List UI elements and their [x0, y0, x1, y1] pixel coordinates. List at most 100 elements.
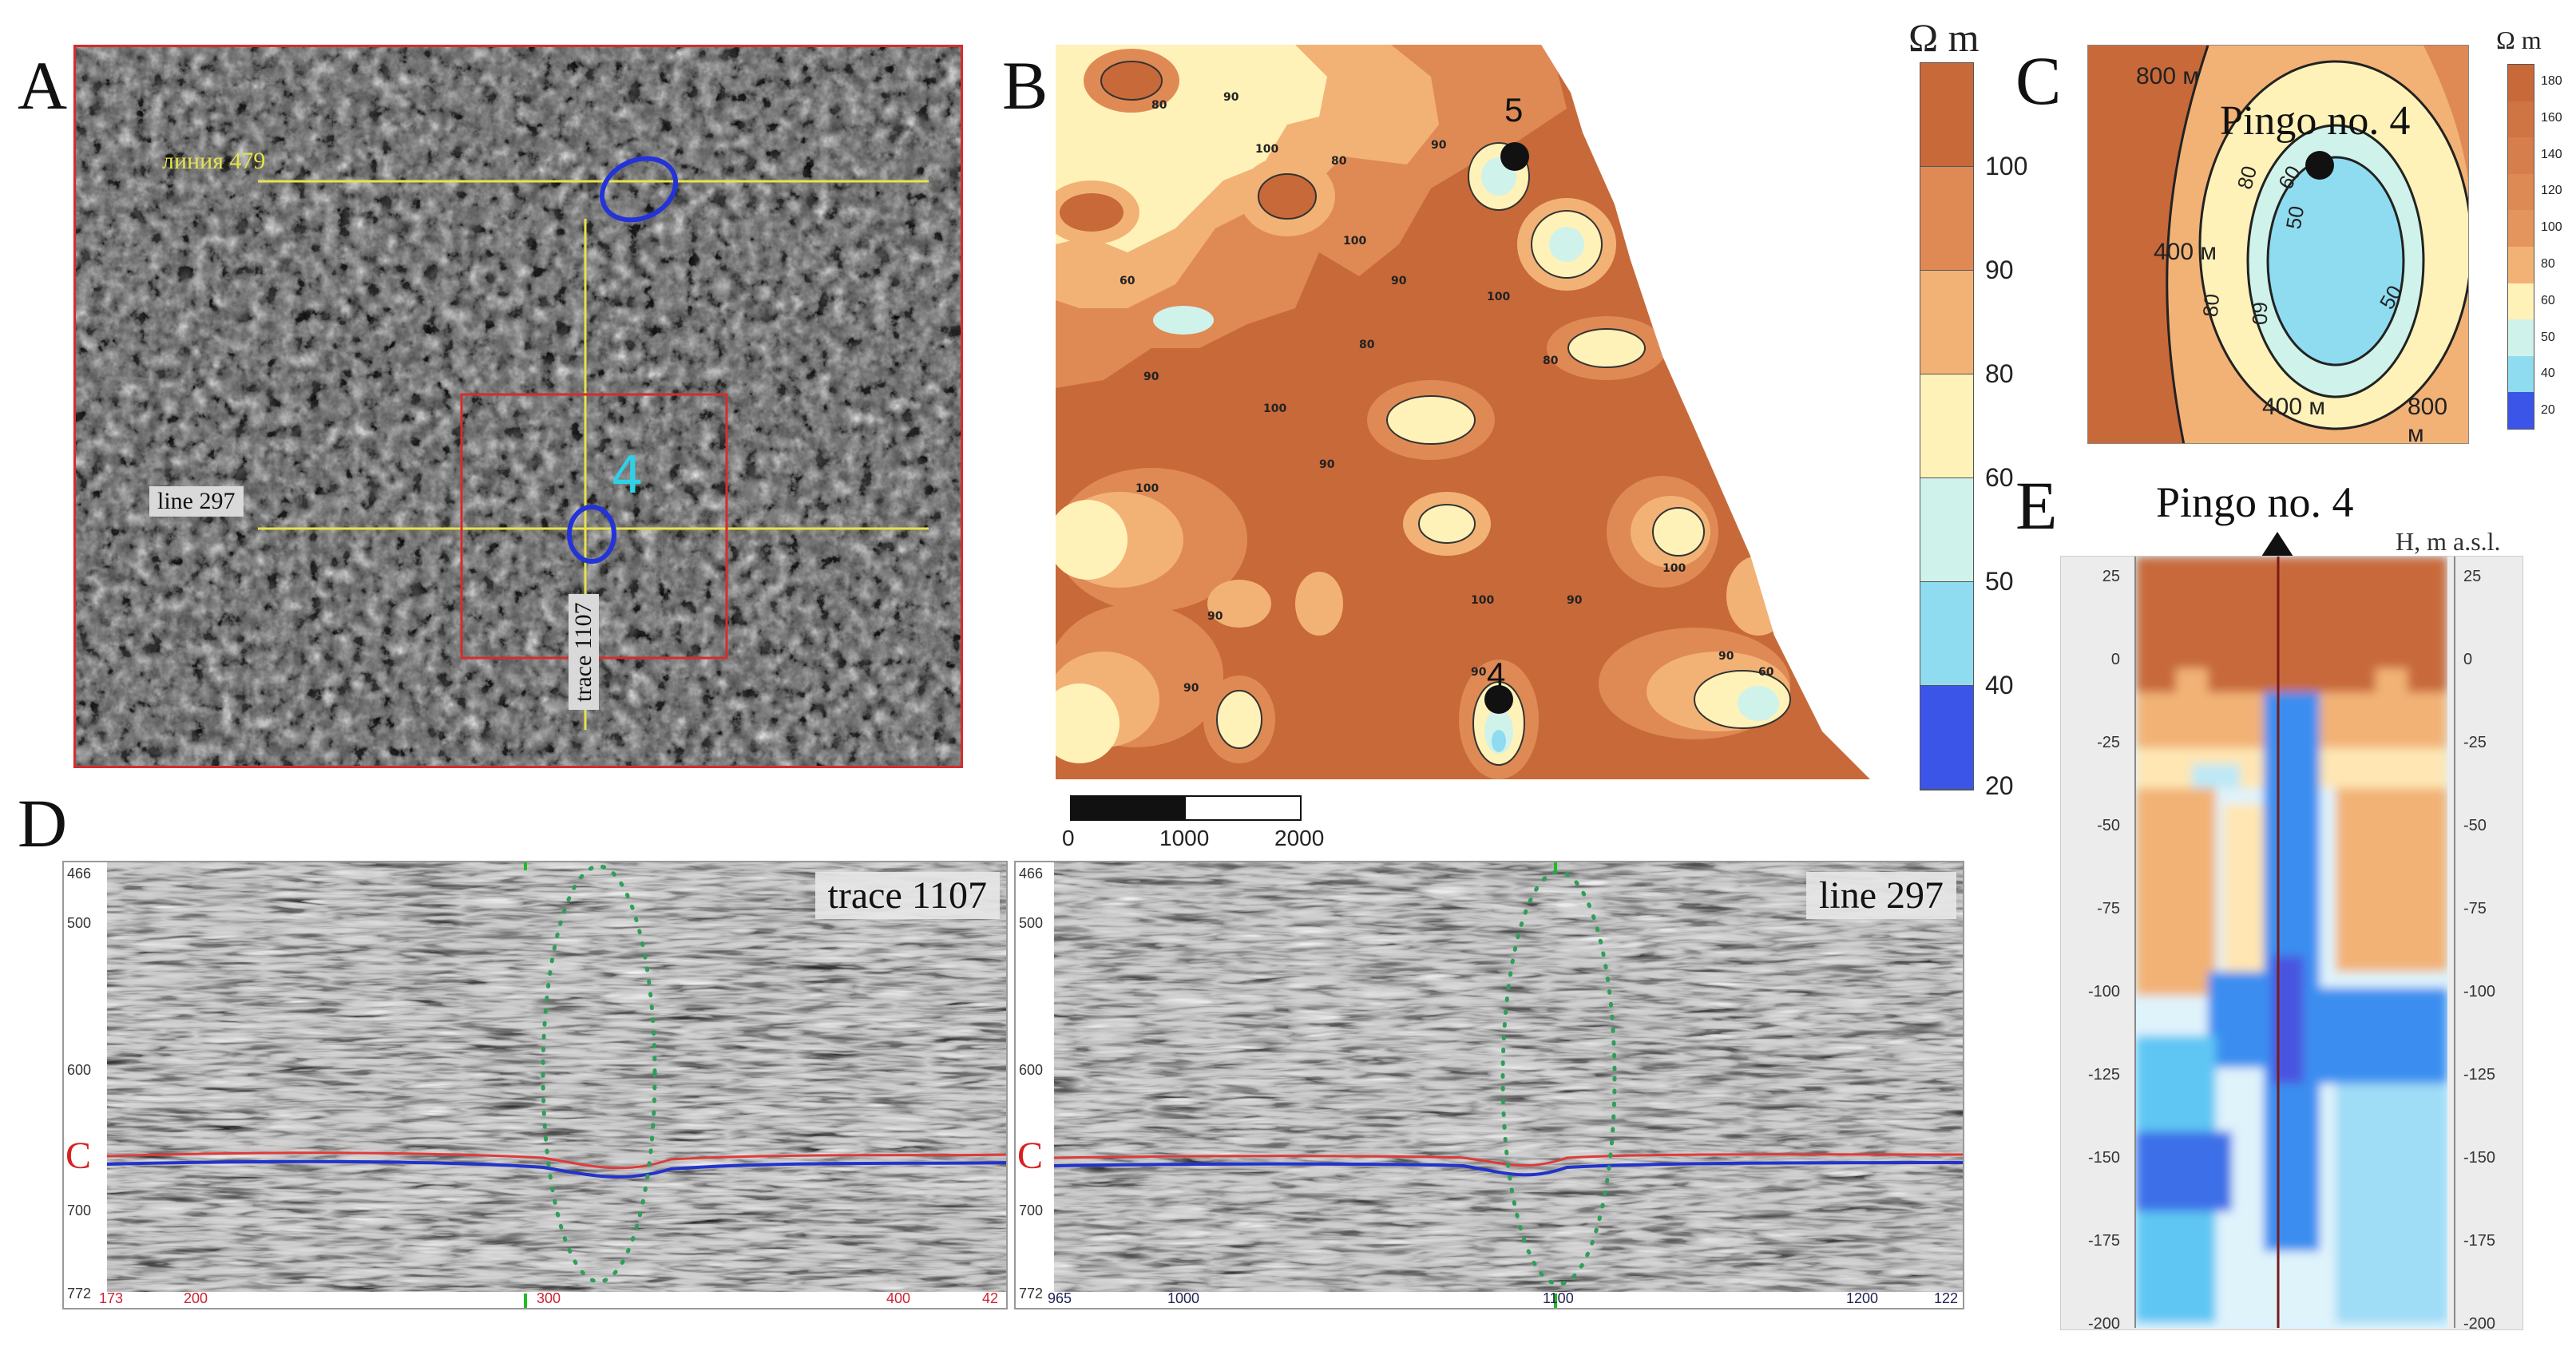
cb-c-segment: [2508, 173, 2534, 211]
horizon-c-label-right: C: [1017, 1135, 1044, 1177]
panel-a-satellite-image: линия 479 line 297 4 trace 1107: [73, 45, 963, 768]
e-tick-left: -100: [2087, 983, 2120, 1000]
c-axis-400: 400 м: [2262, 394, 2326, 420]
svg-text:90: 90: [1718, 650, 1734, 663]
line-479-label: линия 479: [162, 148, 266, 174]
panel-e-section: [2136, 557, 2447, 1328]
panel-c-contour-map: 800 м 400 м 80 60 50 50 60 80 400 м 800 …: [2087, 45, 2469, 444]
cb-c-tick: 120: [2541, 184, 2562, 198]
cb-b-segment: [1920, 167, 1973, 271]
svg-text:90: 90: [1319, 458, 1335, 471]
left-x-400: 400: [886, 1290, 911, 1306]
svg-text:100: 100: [1255, 143, 1278, 156]
right-y-500: 500: [1019, 915, 1044, 931]
pingo-5-label: 5: [1504, 91, 1524, 129]
cb-b-tick-50: 50: [1985, 567, 2014, 596]
cb-c-segment: [2508, 392, 2534, 429]
svg-text:100: 100: [1263, 402, 1286, 415]
panel-a-label: A: [18, 47, 68, 124]
cb-b-tick-100: 100: [1985, 152, 2028, 180]
cb-c-tick: 180: [2541, 73, 2562, 88]
cb-c-tick: 40: [2541, 366, 2555, 381]
cb-c-segment: [2508, 65, 2534, 101]
scale-bar: [1070, 795, 1302, 821]
pingo-4-label: 4: [1487, 656, 1506, 693]
cb-b-segment: [1920, 63, 1973, 167]
svg-text:90: 90: [1431, 139, 1447, 152]
e-tick-right: -75: [2463, 900, 2487, 917]
e-tick-right: -50: [2463, 817, 2487, 834]
horizon-blue-line-left: [106, 1159, 1006, 1179]
left-x-200: 200: [184, 1290, 208, 1306]
e-tick-left: -25: [2097, 734, 2120, 751]
right-y-466: 466: [1019, 866, 1044, 882]
svg-text:80: 80: [1543, 355, 1559, 367]
panel-e-left-axis: [2134, 557, 2136, 1328]
cb-b-tick-90: 90: [1985, 256, 2014, 284]
left-y-700: 700: [67, 1202, 92, 1218]
e-tick-left: -175: [2087, 1232, 2120, 1250]
svg-text:90: 90: [1471, 666, 1487, 679]
horizon-red-line-right: [1053, 1153, 1963, 1167]
svg-text:80: 80: [1151, 99, 1167, 112]
seismic-left-title: trace 1107: [814, 872, 1000, 919]
left-y-772: 772: [67, 1286, 92, 1302]
svg-text:90: 90: [1183, 682, 1199, 695]
svg-text:100: 100: [1471, 594, 1494, 607]
cb-c-segment: [2508, 210, 2534, 247]
left-x-42: 42: [982, 1290, 999, 1306]
cb-c-tick: 100: [2541, 220, 2562, 235]
cb-b-tick-40: 40: [1985, 671, 2014, 699]
horizon-c-label-left: C: [65, 1135, 92, 1177]
left-x-300: 300: [537, 1290, 561, 1306]
left-y-466: 466: [67, 866, 92, 882]
pingo-4-ellipse: [567, 505, 616, 564]
cb-c-tick: 60: [2541, 293, 2555, 307]
pingo-4-dot-c: [2305, 151, 2334, 180]
svg-text:90: 90: [1207, 610, 1223, 623]
right-x-1100: 1100: [1543, 1290, 1574, 1306]
panel-b-colorbar: [1920, 62, 1974, 790]
right-x-965: 965: [1048, 1290, 1072, 1306]
cb-c-tick: 50: [2541, 330, 2555, 344]
cb-c-segment: [2508, 319, 2534, 356]
cb-c-segment: [2508, 283, 2534, 320]
panel-c-label: C: [2015, 42, 2062, 119]
left-y-500: 500: [67, 915, 92, 931]
panel-e-section-frame: 25 25 0 0 -25 -25 -50 -50 -75 -75 -100 -100 -125 -125…: [2060, 556, 2523, 1333]
c-contour-800: 800 м: [2136, 63, 2200, 89]
panel-d-label: D: [18, 785, 68, 862]
e-tick-right: 25: [2463, 568, 2482, 585]
svg-text:90: 90: [1223, 91, 1239, 104]
svg-text:60: 60: [1758, 666, 1774, 679]
c-axis-800: 800 м: [2408, 394, 2448, 444]
e-tick-left: 0: [2110, 651, 2120, 668]
right-y-600: 600: [1019, 1062, 1044, 1078]
e-tick-left: 25: [2102, 568, 2120, 585]
cb-c-tick: 140: [2541, 147, 2562, 161]
panel-c-colorbar: [2507, 64, 2534, 430]
cb-c-tick: 20: [2541, 403, 2555, 418]
svg-text:90: 90: [1567, 594, 1583, 607]
svg-text:80: 80: [1331, 155, 1347, 168]
scale-bar-filled: [1072, 797, 1186, 819]
right-y-772: 772: [1019, 1286, 1044, 1302]
pingo-4-marker: 4: [611, 446, 644, 505]
panel-b-label: B: [1002, 47, 1048, 124]
e-tick-right: -150: [2463, 1149, 2496, 1167]
svg-text:90: 90: [1663, 323, 1678, 335]
e-tick-right: 0: [2463, 651, 2473, 668]
pingo-outline-right: [1500, 870, 1617, 1286]
e-tick-right: -200: [2463, 1315, 2496, 1333]
cb-b-segment: [1920, 478, 1973, 582]
right-x-122: 122: [1934, 1290, 1959, 1306]
cb-b-segment: [1920, 374, 1973, 478]
svg-text:90: 90: [1391, 275, 1407, 287]
e-tick-left: -150: [2087, 1149, 2120, 1167]
c-contour-400: 400 м: [2154, 239, 2217, 265]
panel-e-label: E: [2015, 467, 2058, 544]
seismic-left-panel: trace 1107 C 466 500 600 700 772 173 200…: [62, 861, 1008, 1309]
scale-tick-1000: 1000: [1159, 826, 1210, 850]
pingo-4-dot: [1484, 685, 1513, 714]
